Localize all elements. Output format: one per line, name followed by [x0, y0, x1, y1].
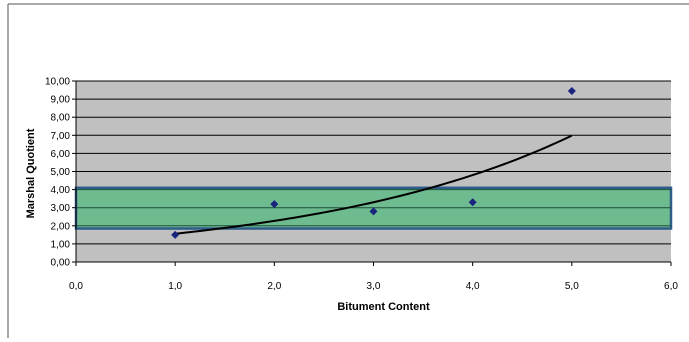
x-tick-label: 6,0: [664, 281, 678, 292]
x-tick-label: 5,0: [565, 281, 579, 292]
y-tick-label: 5,00: [51, 167, 71, 178]
trendline-group: [175, 134, 573, 235]
data-point: [270, 200, 279, 209]
y-tick-label: 0,00: [51, 258, 71, 269]
x-tick-labels: 0,0 1,0 2,0 3,0 4,0 5,0 6,0: [69, 281, 678, 292]
y-tick-label: 1,00: [51, 239, 71, 250]
axes: [72, 80, 672, 266]
y-tick-label: 6,00: [51, 149, 71, 160]
y-tick-label: 2,00: [51, 221, 71, 232]
trendline: [175, 134, 573, 235]
data-points: [171, 86, 576, 239]
y-tick-label: 9,00: [51, 95, 71, 106]
data-point: [369, 207, 378, 216]
x-axis-title: Bitument Content: [337, 301, 430, 313]
data-point: [171, 230, 180, 239]
y-tick-label: 4,00: [51, 185, 71, 196]
y-tick-label: 7,00: [51, 131, 71, 142]
y-tick-label: 10,00: [45, 77, 70, 88]
x-tick-label: 0,0: [69, 281, 83, 292]
y-tick-labels: 0,00 1,00 2,00 3,00 4,00 5,00 6,00 7,00 8,00 9,00…: [45, 77, 70, 269]
data-point: [468, 198, 477, 207]
y-axis-title: Marshal Quotient: [25, 128, 37, 218]
data-point: [567, 86, 576, 95]
x-tick-label: 3,0: [367, 281, 381, 292]
x-tick-label: 1,0: [168, 281, 182, 292]
x-tick-label: 2,0: [267, 281, 281, 292]
x-tick-label: 4,0: [466, 281, 480, 292]
y-tick-label: 8,00: [51, 113, 71, 124]
y-tick-label: 3,00: [51, 203, 71, 214]
